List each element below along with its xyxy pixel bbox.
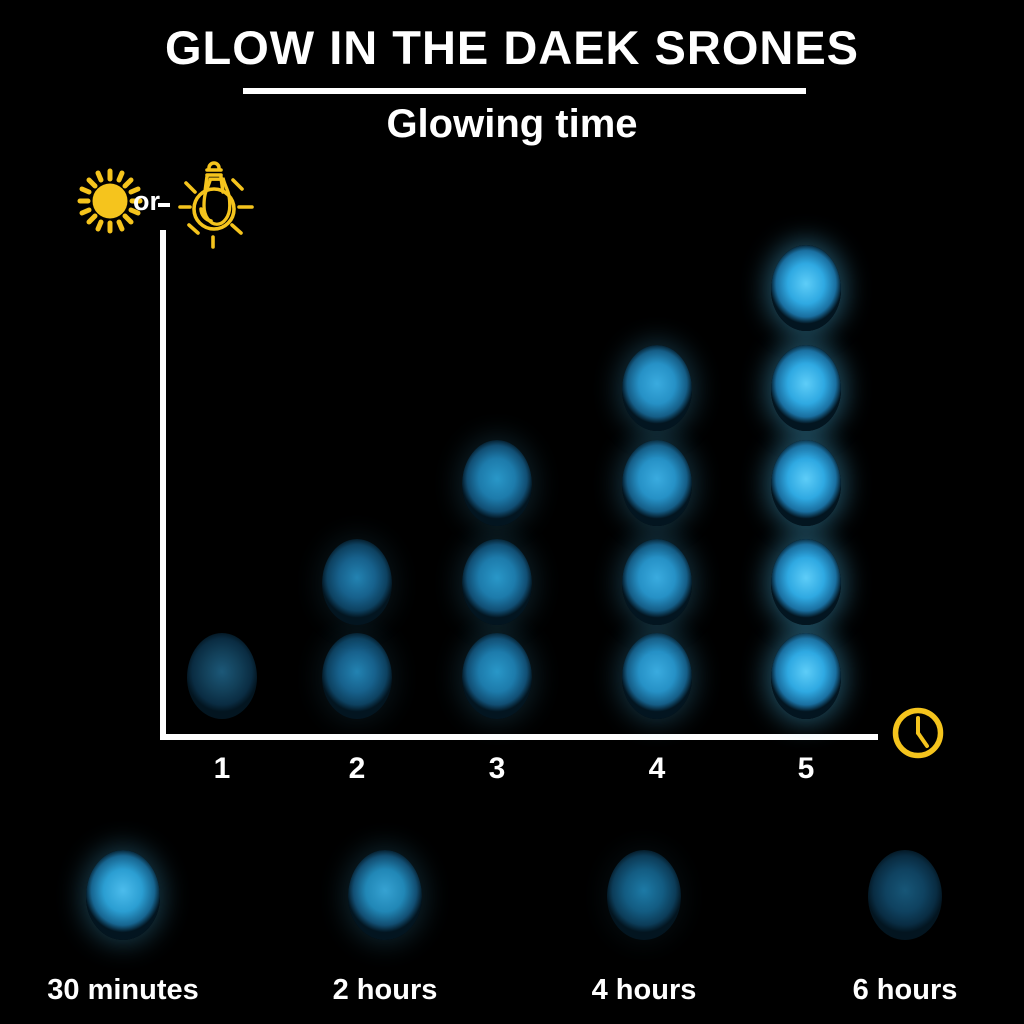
legend-stone	[348, 850, 422, 940]
glow-stone	[622, 633, 692, 719]
glow-stone	[462, 633, 532, 719]
clock-icon	[892, 707, 944, 759]
sun-icon	[77, 168, 143, 234]
x-tick-label: 4	[648, 752, 666, 785]
legend-stone	[86, 850, 160, 940]
glow-stone	[771, 345, 841, 431]
glow-stone	[462, 539, 532, 625]
x-tick-label: 1	[213, 752, 231, 785]
x-tick-label: 3	[488, 752, 506, 785]
y-axis-line	[160, 230, 166, 740]
legend-label: 6 hours	[852, 974, 958, 1006]
glow-stone	[622, 440, 692, 526]
legend-label: 4 hours	[591, 974, 697, 1006]
legend-stone	[607, 850, 681, 940]
lightbulb-icon	[178, 161, 254, 249]
or-label: or	[133, 186, 160, 216]
title-underline	[243, 88, 806, 94]
chart-title: Glowing time	[386, 102, 638, 146]
glow-stone	[187, 633, 257, 719]
glow-stone	[771, 245, 841, 331]
x-axis-line	[160, 734, 878, 740]
glow-stone	[322, 633, 392, 719]
x-tick-label: 5	[797, 752, 815, 785]
glow-stone	[771, 440, 841, 526]
glow-stone	[771, 539, 841, 625]
x-tick-label: 2	[348, 752, 366, 785]
glow-stone	[622, 539, 692, 625]
glow-stone	[771, 633, 841, 719]
legend-label: 2 hours	[332, 974, 438, 1006]
legend-label: 30 minutes	[47, 974, 199, 1006]
glow-stone	[622, 345, 692, 431]
glow-stone	[462, 440, 532, 526]
page-title: GLOW IN THE DAEK SRONES	[164, 21, 860, 74]
underscore-dash	[158, 203, 170, 207]
glow-stone	[322, 539, 392, 625]
legend-stone	[868, 850, 942, 940]
